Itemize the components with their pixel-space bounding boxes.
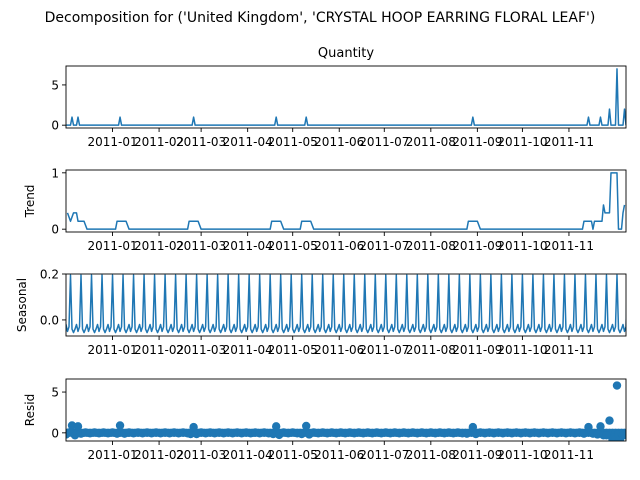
resid-point (584, 422, 593, 432)
x-tick-label: 2011-06 (314, 343, 364, 357)
axes-frame (65, 65, 627, 129)
x-tick-label: 2011-10 (497, 135, 547, 149)
resid-point (462, 429, 472, 438)
x-tick-label: 2011-07 (359, 343, 409, 357)
x-tick-label: 2011-07 (359, 239, 409, 253)
x-tick-label: 2011-09 (452, 448, 502, 462)
y-tick-label: 1 (51, 166, 59, 180)
y-axis-label: Resid (23, 394, 37, 426)
x-tick-label: 2011-05 (268, 239, 318, 253)
resid-point (271, 422, 281, 431)
subplot-panels: 052011-012011-022011-032011-042011-05201… (15, 46, 627, 462)
x-tick-label: 2011-08 (406, 239, 456, 253)
resid-point (297, 429, 306, 439)
x-tick-label: 2011-01 (87, 135, 137, 149)
x-tick-label: 2011-08 (406, 343, 456, 357)
y-tick-label: 0.0 (40, 313, 59, 327)
x-tick-label: 2011-05 (268, 343, 318, 357)
panel-trend: 012011-012011-022011-032011-042011-05201… (23, 166, 627, 253)
y-tick-label: 5 (51, 386, 59, 400)
x-tick-label: 2011-02 (134, 239, 184, 253)
x-tick-label: 2011-01 (87, 239, 137, 253)
x-tick-label: 2011-01 (87, 448, 137, 462)
x-tick-label: 2011-03 (176, 343, 226, 357)
y-tick-label: 0.2 (40, 268, 59, 282)
axes-frame (65, 273, 627, 337)
x-tick-label: 2011-11 (544, 343, 594, 357)
x-tick-label: 2011-02 (134, 343, 184, 357)
panel-title: Quantity (318, 46, 374, 61)
x-tick-label: 2011-03 (176, 239, 226, 253)
x-tick-label: 2011-06 (314, 239, 364, 253)
y-axis-label: Seasonal (15, 278, 29, 332)
x-tick-label: 2011-02 (134, 448, 184, 462)
x-tick-label: 2011-03 (176, 135, 226, 149)
resid-point (302, 421, 311, 431)
resid-point (73, 422, 83, 431)
x-tick-label: 2011-10 (497, 239, 547, 253)
resid-point (115, 421, 125, 430)
data-layer (66, 274, 626, 334)
data-layer (66, 172, 626, 230)
axes-frame (65, 169, 627, 233)
x-tick-label: 2011-04 (223, 448, 273, 462)
x-tick-label: 2011-11 (544, 135, 594, 149)
seasonal-series-line (66, 274, 626, 334)
x-tick-label: 2011-10 (497, 448, 547, 462)
x-tick-label: 2011-08 (406, 135, 456, 149)
resid-point (112, 429, 122, 438)
panel-resid: 052011-012011-022011-032011-042011-05201… (23, 378, 627, 462)
x-tick-label: 2011-07 (359, 448, 409, 462)
axes-frame (65, 378, 627, 442)
resid-point (579, 429, 589, 438)
y-axis-label: Trend (23, 185, 37, 219)
resid-point (605, 416, 614, 425)
panel-quantity: 052011-012011-022011-032011-042011-05201… (51, 46, 627, 149)
y-tick-label: 0 (51, 426, 59, 440)
x-tick-label: 2011-09 (452, 239, 502, 253)
x-tick-label: 2011-10 (497, 343, 547, 357)
x-tick-label: 2011-04 (223, 135, 273, 149)
resid-point (468, 422, 478, 432)
x-tick-label: 2011-06 (314, 448, 364, 462)
resid-point (596, 422, 605, 431)
x-tick-label: 2011-09 (452, 343, 502, 357)
x-tick-label: 2011-03 (176, 448, 226, 462)
trend-series-line (66, 172, 626, 230)
x-tick-label: 2011-04 (223, 343, 273, 357)
resid-point (612, 381, 622, 390)
x-tick-label: 2011-09 (452, 135, 502, 149)
x-tick-label: 2011-04 (223, 239, 273, 253)
data-layer (66, 381, 626, 441)
x-tick-label: 2011-07 (359, 135, 409, 149)
x-tick-label: 2011-05 (268, 135, 318, 149)
resid-point (189, 422, 198, 432)
y-tick-label: 0 (51, 119, 59, 133)
quantity-series-line (66, 68, 626, 126)
x-tick-label: 2011-11 (544, 448, 594, 462)
x-tick-label: 2011-06 (314, 135, 364, 149)
x-tick-label: 2011-05 (268, 448, 318, 462)
panel-seasonal: 0.20.02011-012011-022011-032011-042011-0… (15, 268, 627, 357)
data-layer (66, 68, 626, 126)
x-tick-label: 2011-02 (134, 135, 184, 149)
resid-point (621, 431, 626, 440)
x-tick-label: 2011-11 (544, 239, 594, 253)
resid-point (602, 431, 611, 440)
x-tick-label: 2011-01 (87, 343, 137, 357)
resid-point (186, 429, 195, 439)
y-tick-label: 5 (51, 78, 59, 92)
y-tick-label: 0 (51, 223, 59, 237)
figure-suptitle: Decomposition for ('United Kingdom', 'CR… (45, 10, 596, 26)
x-tick-label: 2011-08 (406, 448, 456, 462)
